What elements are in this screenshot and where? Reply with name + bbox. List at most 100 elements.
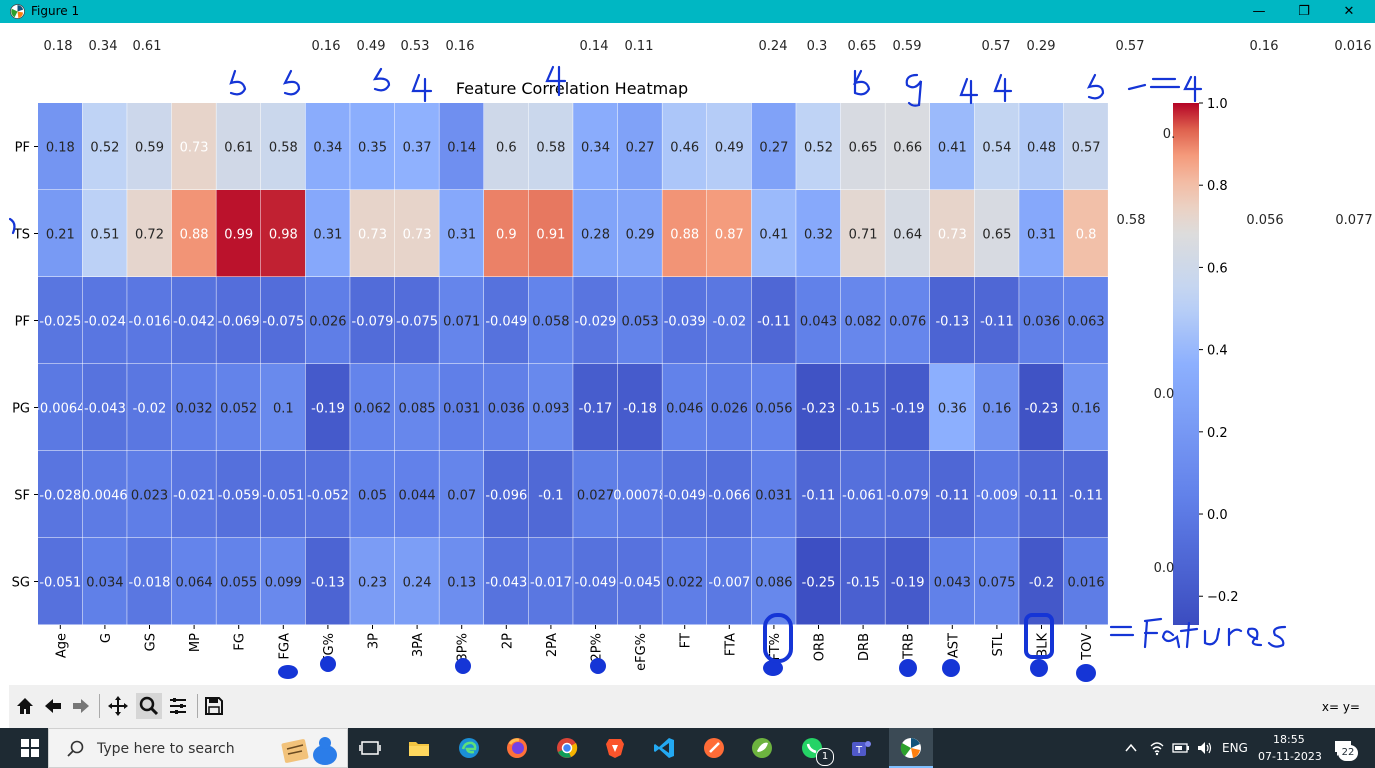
heatmap-cell	[885, 190, 930, 277]
cell-label: -0.069	[218, 315, 260, 330]
vscode-icon[interactable]	[652, 736, 676, 760]
volume-icon[interactable]	[1196, 740, 1214, 756]
chrome-icon[interactable]	[555, 736, 579, 760]
heatmap-cell	[528, 190, 573, 277]
cell-label: 0.54	[982, 141, 1011, 156]
heatmap-cell	[1019, 451, 1064, 538]
language-indicator[interactable]: ENG	[1222, 741, 1248, 755]
heatmap-cell	[707, 103, 752, 190]
heatmap-cell	[840, 364, 885, 451]
x-tick-label: Age	[54, 633, 69, 658]
heatmap-cell	[662, 451, 707, 538]
heatmap-cell	[484, 364, 529, 451]
heatmap-cell	[305, 190, 350, 277]
cell-label: -0.049	[664, 489, 706, 504]
cell-label: 0.085	[398, 402, 435, 417]
heatmap-cell	[617, 364, 662, 451]
outside-value: 0.3	[806, 39, 828, 54]
cell-label: -0.23	[1025, 402, 1059, 417]
colorbar-tick-label: 1.0	[1207, 97, 1228, 112]
heatmap-cell	[662, 538, 707, 625]
cell-label: 0.14	[447, 141, 476, 156]
heatmap-cell	[1063, 451, 1108, 538]
chevron-up-icon[interactable]	[1124, 742, 1138, 754]
teams-icon[interactable]: T	[849, 736, 873, 760]
heatmap-cell	[1063, 538, 1108, 625]
taskbar-search-box[interactable]: Type here to search	[48, 728, 348, 768]
heatmap-cell	[171, 103, 216, 190]
cell-label: 0.032	[175, 402, 212, 417]
task-view-icon[interactable]	[358, 736, 382, 760]
heatmap-cell	[974, 103, 1019, 190]
cell-label: -0.11	[757, 315, 791, 330]
minimize-button[interactable]: —	[1252, 4, 1266, 19]
cell-label: 0.51	[90, 228, 119, 243]
cell-label: -0.02	[712, 315, 746, 330]
heatmap-cell	[707, 364, 752, 451]
cell-label: 0.35	[358, 141, 387, 156]
cell-label: -0.018	[129, 576, 171, 591]
heatmap-cell	[573, 277, 618, 364]
heatmap-cell	[528, 277, 573, 364]
file-explorer-icon[interactable]	[407, 736, 431, 760]
heatmap-cell	[261, 277, 306, 364]
zoom-icon[interactable]	[136, 693, 162, 719]
figure-canvas[interactable]: 0.18 0.34 0.61 0.16 0.49 0.53 0.16 0.14 0.11 0.24…	[9, 23, 1375, 685]
battery-icon[interactable]	[1172, 741, 1190, 755]
back-icon[interactable]	[40, 693, 66, 719]
configure-icon[interactable]	[165, 693, 191, 719]
heatmap-cell	[1063, 364, 1108, 451]
cursor-coordinates: x= y=	[1321, 700, 1360, 714]
postman-icon[interactable]	[702, 736, 726, 760]
heatmap-cell	[305, 277, 350, 364]
cell-label: -0.11	[935, 489, 969, 504]
heatmap-cell	[528, 451, 573, 538]
wifi-icon[interactable]	[1149, 740, 1165, 756]
heatmap-cell	[439, 538, 484, 625]
search-icon	[67, 740, 84, 757]
cell-label: 0.031	[755, 489, 792, 504]
brave-browser-icon[interactable]	[603, 736, 627, 760]
cell-label: 0.062	[354, 402, 391, 417]
windows-start-icon[interactable]	[21, 739, 39, 757]
whatsapp-badge: 1	[816, 748, 834, 766]
heatmap-cell	[82, 538, 127, 625]
outside-value: 0.	[1162, 127, 1176, 142]
cell-label: 0.05	[358, 489, 387, 504]
cell-label: 0.07	[447, 489, 476, 504]
edge-browser-icon[interactable]	[457, 736, 481, 760]
save-icon[interactable]	[201, 693, 227, 719]
heatmap-cell	[394, 538, 439, 625]
maximize-button[interactable]: ❐	[1298, 4, 1310, 19]
heatmap-cell	[974, 190, 1019, 277]
forward-icon[interactable]	[68, 693, 94, 719]
close-button[interactable]: ✕	[1343, 4, 1355, 19]
outside-value: 0.16	[311, 39, 341, 54]
cell-label: -0.028	[39, 489, 81, 504]
matplotlib-taskbar-button[interactable]	[889, 728, 933, 768]
x-tick-label: 2PA	[545, 633, 560, 657]
cell-label: 0.056	[755, 402, 792, 417]
firefox-icon[interactable]	[505, 736, 529, 760]
x-tick-label: FT%	[768, 633, 783, 661]
cell-label: 0.055	[220, 576, 257, 591]
cell-label: 0.24	[403, 576, 432, 591]
pan-icon[interactable]	[105, 693, 131, 719]
clock-date[interactable]: 07-11-2023	[1258, 750, 1322, 763]
home-icon[interactable]	[12, 693, 38, 719]
outside-value: 0.14	[579, 39, 609, 54]
heatmap-cell	[707, 538, 752, 625]
spring-tool-icon[interactable]	[750, 736, 774, 760]
outside-value: 0.29	[1026, 39, 1056, 54]
heatmap-cell	[1019, 277, 1064, 364]
cell-label: -0.2	[1029, 576, 1054, 591]
cell-label: 0.052	[220, 402, 257, 417]
cell-label: 0.043	[934, 576, 971, 591]
heatmap-cell	[1063, 190, 1108, 277]
x-tick-label: TRB	[902, 633, 917, 660]
cell-label: 0.082	[844, 315, 881, 330]
cell-label: -0.043	[84, 402, 126, 417]
clock-time[interactable]: 18:55	[1273, 733, 1305, 746]
cell-label: 0.28	[581, 228, 610, 243]
heatmap-cell	[261, 364, 306, 451]
